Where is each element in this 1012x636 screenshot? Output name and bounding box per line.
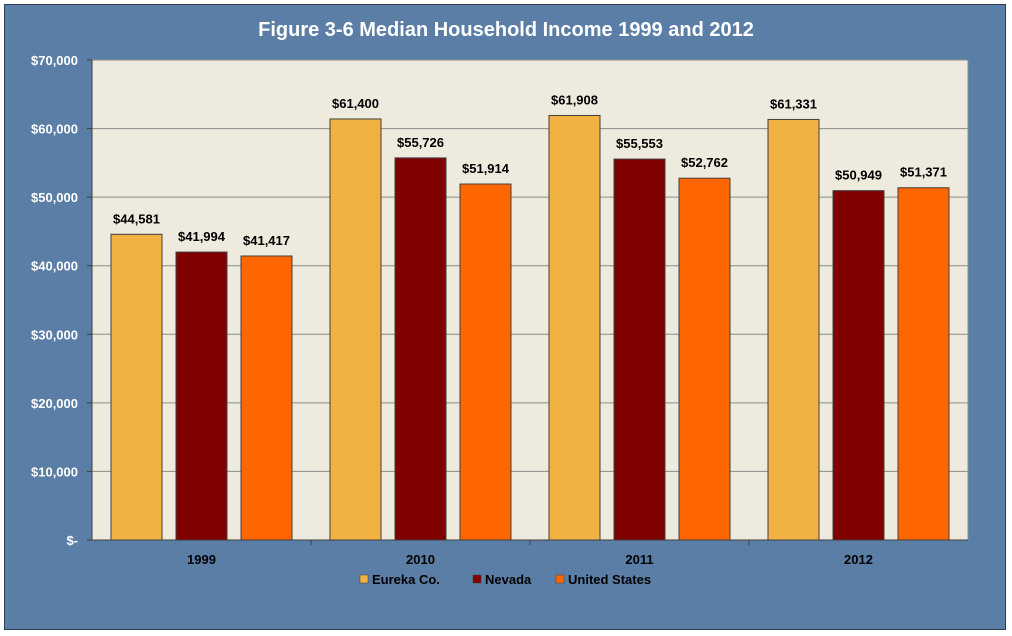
data-label: $61,400 — [332, 96, 379, 111]
legend-swatch — [359, 574, 369, 584]
data-label: $41,994 — [178, 229, 226, 244]
y-tick-label: $40,000 — [31, 259, 78, 274]
y-tick-label: $30,000 — [31, 327, 78, 342]
y-tick-label: $- — [66, 533, 78, 548]
bar — [175, 251, 228, 541]
x-tick-label: 1999 — [187, 552, 216, 567]
data-label: $51,371 — [900, 165, 947, 180]
legend-label: Eureka Co. — [372, 572, 440, 587]
data-label: $52,762 — [681, 155, 728, 170]
x-tick-label: 2012 — [844, 552, 873, 567]
y-tick-label: $60,000 — [31, 122, 78, 137]
bar — [767, 118, 820, 541]
chart-title: Figure 3-6 Median Household Income 1999 … — [258, 19, 754, 41]
data-label: $61,908 — [551, 92, 598, 107]
legend-label: Nevada — [485, 572, 532, 587]
bar — [897, 187, 950, 541]
x-tick-label: 2011 — [625, 552, 653, 567]
bar — [548, 114, 601, 541]
bar — [832, 190, 885, 541]
data-label: $51,914 — [462, 161, 510, 176]
data-label: $41,417 — [243, 233, 290, 248]
bar — [459, 183, 512, 541]
bar — [678, 177, 731, 541]
y-tick-label: $10,000 — [31, 464, 78, 479]
x-tick-label: 2010 — [406, 552, 435, 567]
legend-label: United States — [568, 572, 651, 587]
bar — [110, 233, 163, 541]
data-label: $55,553 — [616, 136, 663, 151]
bar — [329, 118, 382, 541]
bar — [613, 158, 666, 541]
data-label: $50,949 — [835, 168, 882, 183]
data-label: $44,581 — [113, 211, 160, 226]
bar — [240, 255, 293, 541]
y-tick-label: $50,000 — [31, 190, 78, 205]
data-label: $61,331 — [770, 96, 817, 111]
bar — [394, 157, 447, 541]
legend-swatch — [555, 574, 565, 584]
y-tick-label: $70,000 — [31, 53, 78, 68]
plot-area — [91, 59, 969, 541]
y-tick-label: $20,000 — [31, 396, 78, 411]
legend-swatch — [472, 574, 482, 584]
data-label: $55,726 — [397, 135, 444, 150]
